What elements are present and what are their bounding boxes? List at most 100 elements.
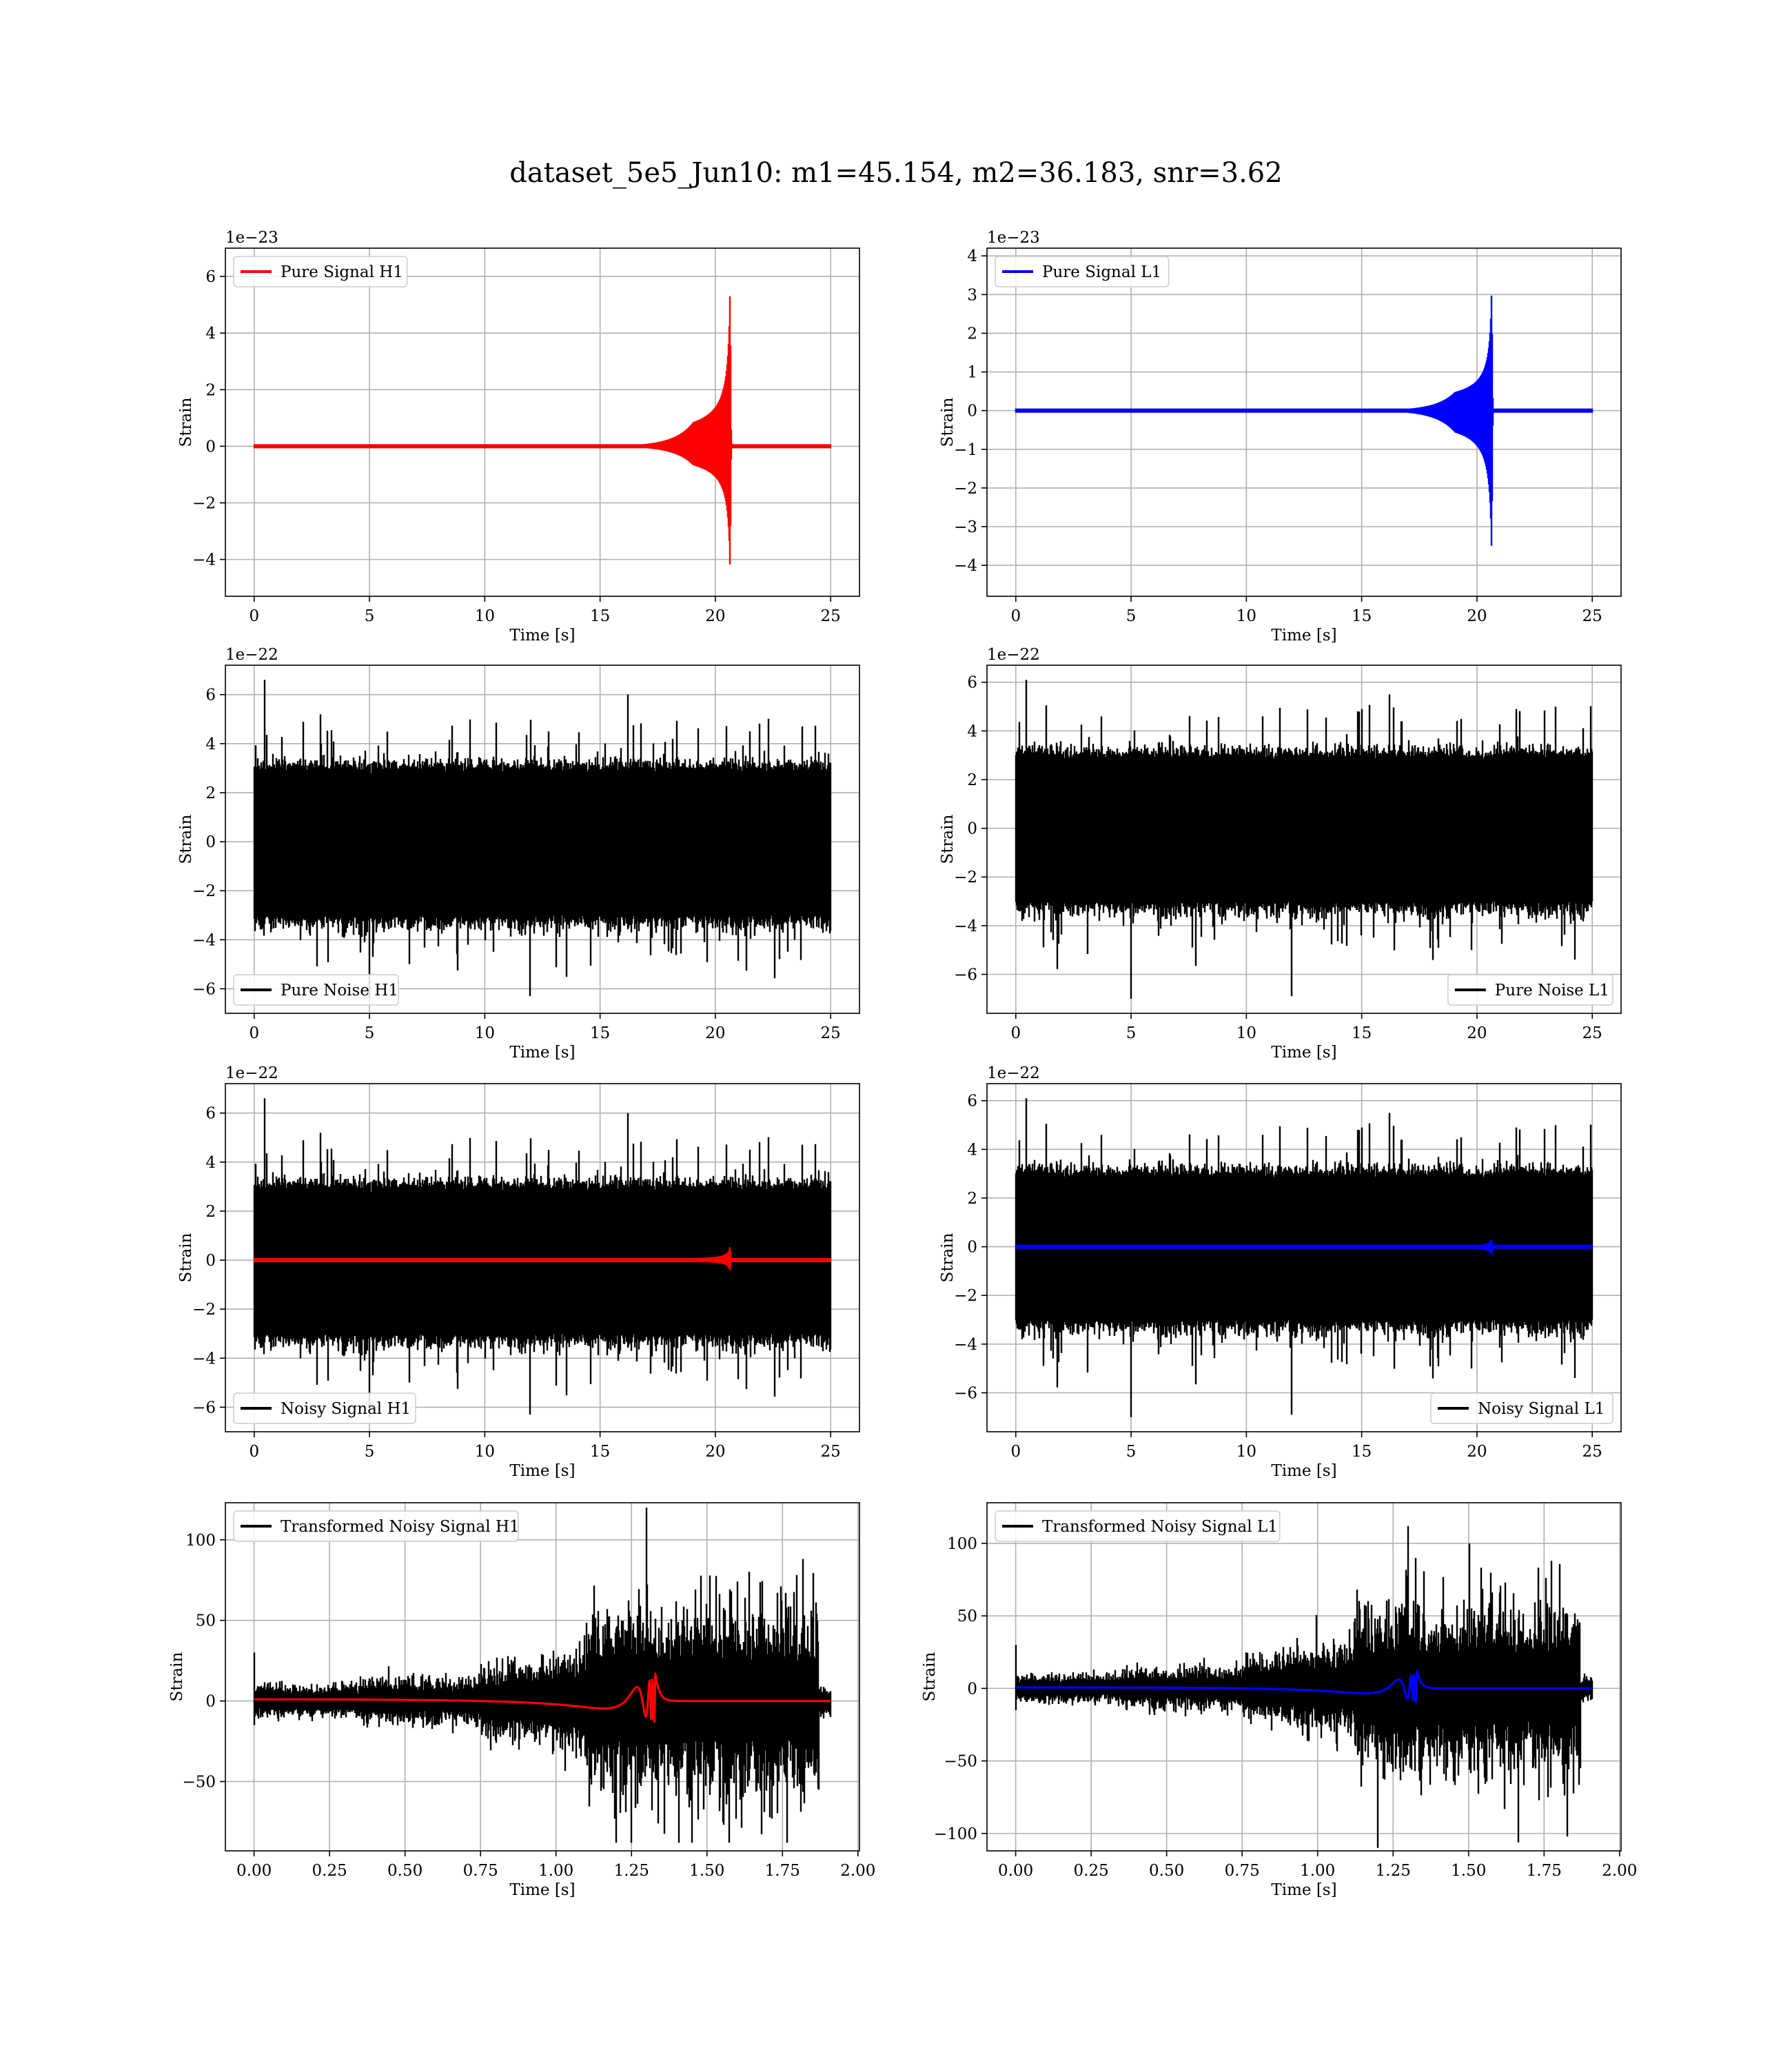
y-tick-label: −4: [192, 551, 216, 569]
x-tick-label: 1.25: [1376, 1862, 1411, 1880]
x-tick-label: 1.25: [614, 1862, 649, 1880]
signal-trace: [1015, 295, 1594, 546]
x-axis-label: Time [s]: [1271, 627, 1336, 645]
y-tick-label: 100: [185, 1532, 216, 1550]
plot-area: [1015, 1525, 1594, 1848]
legend-label: Pure Noise L1: [1495, 982, 1609, 1000]
x-tick-label: 10: [1236, 1024, 1256, 1042]
offset-text: 1e−22: [225, 646, 278, 664]
y-tick-label: 0: [967, 1680, 977, 1698]
y-tick-label: −6: [954, 1384, 977, 1402]
grid: [987, 248, 1621, 596]
noise-trace: [253, 1508, 832, 1843]
series-overlay-1: [253, 1247, 832, 1270]
y-tick-label: 1: [967, 364, 977, 382]
x-tick-label: 1.75: [765, 1862, 800, 1880]
y-axis-label: Strain: [168, 1652, 186, 1701]
y-tick-label: 6: [967, 1093, 977, 1111]
legend: Transformed Noisy Signal L1: [995, 1510, 1281, 1542]
series-noisy-signal-l1: [1015, 1098, 1594, 1417]
x-tick-label: 25: [1582, 607, 1602, 625]
y-tick-label: 2: [967, 1190, 977, 1208]
legend-box: [995, 1510, 1281, 1542]
x-axis-label: Time [s]: [1271, 1881, 1336, 1899]
subplot-8: 0.00 0.25 0.50 0.75 1.00 1.25 1.50 1.75 2.00 100 5…: [921, 1502, 1637, 1899]
x-tick-label: 1.00: [538, 1862, 573, 1880]
y-tick-label: −100: [934, 1825, 977, 1843]
x-tick-label: 5: [365, 1024, 375, 1042]
y-tick-label: −2: [954, 480, 977, 498]
x-tick-label: 1.00: [1300, 1862, 1335, 1880]
y-tick-label: 6: [205, 268, 216, 286]
signal-trace: [1015, 1239, 1594, 1255]
offset-text: 1e−22: [225, 1064, 278, 1082]
y-tick-label: −2: [192, 1301, 216, 1319]
y-tick-label: −2: [954, 869, 977, 886]
x-axis-label: Time [s]: [1271, 1044, 1336, 1062]
x-tick-label: 25: [821, 1024, 841, 1042]
legend-box: [1430, 1392, 1613, 1424]
signal-trace: [1016, 1669, 1592, 1703]
legend: Pure Signal L1: [995, 256, 1170, 287]
subplot-7: 0.00 0.25 0.50 0.75 1.00 1.25 1.50 1.75 2.00 100 5…: [168, 1502, 875, 1899]
series-noisy-signal-h1: [253, 1098, 832, 1417]
series-overlay-1: [1015, 1239, 1594, 1255]
y-tick-label: 2: [205, 1203, 216, 1221]
y-tick-label: −50: [182, 1773, 216, 1791]
axes-frame: [986, 665, 1622, 1014]
legend: Noisy Signal H1: [233, 1392, 416, 1424]
x-tick-label: 0.25: [312, 1862, 347, 1880]
axes-frame: [225, 1083, 860, 1432]
plot-area: [253, 680, 832, 999]
y-tick-label: 4: [967, 1141, 977, 1159]
y-tick-label: 0: [205, 1693, 216, 1711]
plot-area: [1015, 295, 1594, 546]
legend-box: [1447, 974, 1613, 1006]
x-tick-label: 0.75: [1225, 1862, 1260, 1880]
y-tick-label: 0: [205, 1252, 216, 1270]
series-pure-noise-h1: [253, 680, 832, 999]
series-transformed-noisy-signal-h1: [253, 1508, 832, 1843]
y-tick-label: 50: [957, 1608, 977, 1625]
legend-box: [233, 256, 408, 287]
y-tick-label: −2: [954, 1287, 977, 1305]
y-tick-label: −4: [954, 918, 977, 935]
x-tick-label: 25: [1582, 1024, 1602, 1042]
x-tick-label: 15: [1352, 607, 1372, 625]
offset-text: 1e−22: [987, 1064, 1040, 1082]
x-tick-label: 20: [705, 1443, 725, 1461]
axes-frame: [986, 1083, 1622, 1432]
noise-trace: [1015, 680, 1594, 999]
y-tick-label: 4: [205, 325, 216, 343]
y-tick-label: 50: [196, 1612, 216, 1630]
x-tick-label: 5: [1126, 607, 1137, 625]
legend: Pure Noise L1: [1447, 974, 1613, 1006]
x-tick-label: 0.00: [998, 1862, 1033, 1880]
y-tick-label: −2: [192, 882, 216, 900]
axes-frame: [225, 665, 860, 1014]
x-axis-label: Time [s]: [509, 1044, 575, 1062]
x-tick-label: 10: [475, 1024, 495, 1042]
series-pure-signal-h1: [253, 296, 832, 565]
legend-label: Noisy Signal H1: [281, 1400, 411, 1418]
x-tick-label: 15: [590, 1024, 610, 1042]
y-tick-label: 6: [967, 674, 977, 692]
y-tick-label: 2: [205, 784, 216, 802]
x-tick-label: 25: [821, 1443, 841, 1461]
figure-title: dataset_5e5_Jun10: m1=45.154, m2=36.183,…: [509, 157, 1283, 189]
legend-box: [233, 1510, 519, 1542]
series-overlay-1: [254, 1671, 831, 1723]
x-axis-label: Time [s]: [509, 1462, 575, 1480]
x-tick-label: 0.50: [387, 1862, 422, 1880]
y-tick-label: −50: [944, 1753, 977, 1771]
legend-box: [995, 256, 1170, 287]
axes-frame: [986, 1502, 1622, 1852]
legend-label: Pure Signal L1: [1042, 263, 1161, 281]
legend: Pure Noise H1: [233, 974, 399, 1006]
x-tick-label: 2.00: [1602, 1862, 1637, 1880]
plot-area: [1015, 1098, 1594, 1417]
x-tick-label: 1.50: [1451, 1862, 1486, 1880]
x-tick-label: 15: [590, 607, 610, 625]
